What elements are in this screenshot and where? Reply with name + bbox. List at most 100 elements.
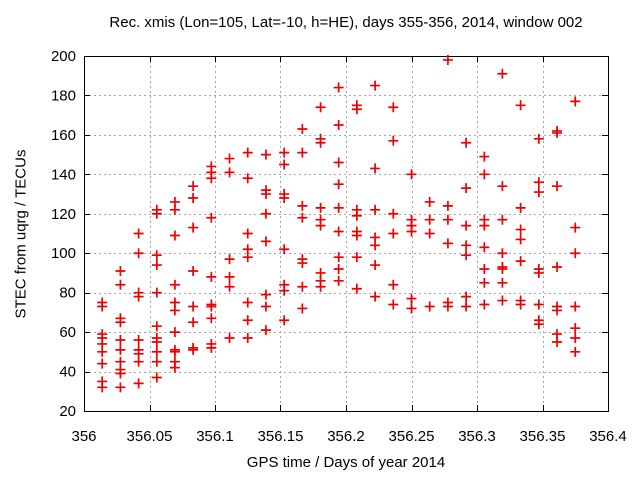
data-point <box>315 202 326 213</box>
data-point <box>552 336 563 347</box>
data-point <box>533 133 544 144</box>
data-point <box>133 248 144 259</box>
data-point <box>224 153 235 164</box>
y-tick-label: 60 <box>59 324 76 341</box>
data-point <box>188 301 199 312</box>
data-point <box>188 222 199 233</box>
data-point <box>351 104 362 115</box>
data-point <box>133 378 144 389</box>
data-point <box>315 102 326 113</box>
data-point <box>424 214 435 225</box>
y-tick-label: 140 <box>51 166 76 183</box>
data-point <box>533 299 544 310</box>
data-point <box>406 226 417 237</box>
data-point <box>479 264 490 274</box>
data-point <box>133 356 144 367</box>
data-point <box>552 262 563 273</box>
y-tick-label: 120 <box>51 206 76 223</box>
x-tick-label: 356.35 <box>520 428 566 445</box>
x-tick-label: 356.4 <box>589 428 627 445</box>
data-point <box>297 123 308 134</box>
plot-border <box>84 56 609 412</box>
data-point <box>151 356 162 367</box>
data-point <box>151 321 162 332</box>
data-point <box>570 346 581 357</box>
data-point <box>279 285 290 296</box>
data-point <box>297 303 308 314</box>
data-point <box>133 335 144 345</box>
data-point <box>260 289 271 300</box>
data-point <box>242 297 253 308</box>
data-point <box>570 301 581 312</box>
data-point <box>297 281 308 292</box>
data-point <box>169 346 180 357</box>
data-point <box>370 163 381 174</box>
data-point <box>479 299 490 310</box>
y-tick-label: 20 <box>59 403 76 420</box>
data-point <box>206 173 217 184</box>
data-point <box>497 277 508 288</box>
data-point <box>442 301 453 312</box>
x-tick-label: 356.1 <box>196 428 234 445</box>
data-point <box>442 214 453 225</box>
data-point <box>370 240 381 251</box>
data-point <box>260 149 271 160</box>
x-tick-label: 356.05 <box>127 428 173 445</box>
data-point <box>515 100 526 111</box>
data-point <box>442 54 453 65</box>
data-point <box>351 230 362 241</box>
data-point <box>370 260 381 271</box>
data-point <box>533 319 544 330</box>
data-point <box>461 183 472 194</box>
data-point <box>333 82 344 93</box>
data-point <box>388 208 399 219</box>
data-point <box>115 368 126 379</box>
data-point <box>479 277 490 288</box>
data-point <box>515 202 526 213</box>
data-point <box>388 228 399 239</box>
data-point <box>315 220 326 231</box>
data-point <box>297 212 308 223</box>
chart-title: Rec. xmis (Lon=105, Lat=-10, h=HE), days… <box>109 14 583 31</box>
data-point <box>497 181 508 192</box>
data-point <box>333 120 344 131</box>
data-point <box>533 267 544 278</box>
data-point <box>297 147 308 158</box>
data-point <box>461 220 472 231</box>
data-point <box>297 200 308 211</box>
data-point <box>442 238 453 249</box>
data-point <box>424 228 435 239</box>
y-tick-label: 100 <box>51 245 76 262</box>
data-point <box>388 102 399 113</box>
data-point <box>242 333 253 344</box>
data-point <box>151 208 162 219</box>
data-point <box>479 242 490 253</box>
x-tick-label: 356.2 <box>327 428 365 445</box>
data-point <box>497 214 508 225</box>
data-point <box>406 303 417 314</box>
data-point <box>388 299 399 310</box>
data-point <box>133 228 144 239</box>
data-point <box>115 382 126 393</box>
data-point <box>497 248 508 259</box>
data-point <box>388 135 399 146</box>
x-tick-label: 356 <box>71 428 96 445</box>
x-tick-label: 356.15 <box>258 428 304 445</box>
data-point <box>351 210 362 221</box>
data-point <box>224 333 235 344</box>
data-point <box>260 189 271 200</box>
data-point <box>224 281 235 292</box>
data-point <box>333 275 344 286</box>
data-point <box>461 301 472 312</box>
data-point <box>151 336 162 347</box>
data-point <box>151 250 162 261</box>
data-point <box>224 167 235 178</box>
data-point <box>260 301 271 312</box>
data-point <box>370 204 381 215</box>
data-point <box>461 291 472 302</box>
data-point <box>188 181 199 192</box>
data-point <box>188 193 199 203</box>
data-point <box>242 173 253 184</box>
data-point <box>442 200 453 211</box>
